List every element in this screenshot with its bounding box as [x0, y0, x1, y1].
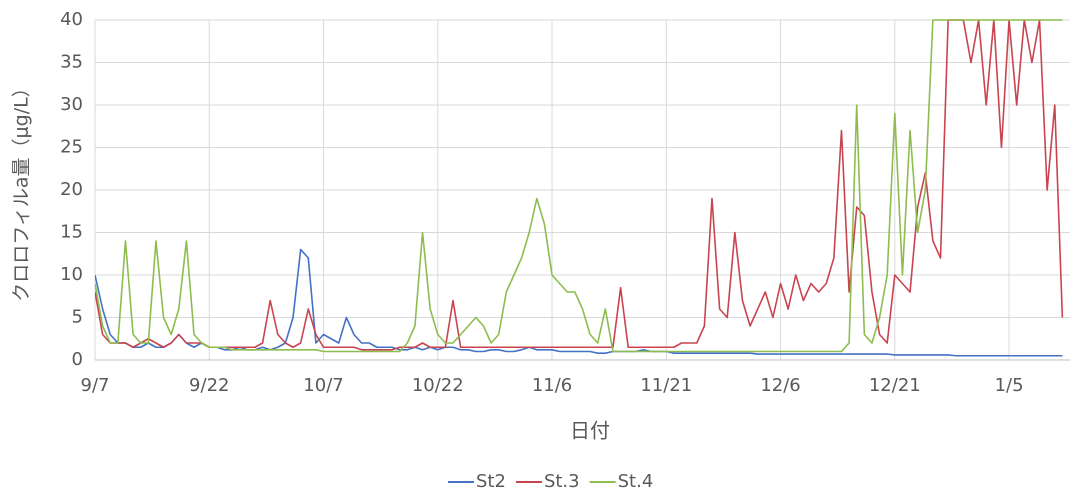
x-tick-label: 11/21	[640, 375, 692, 396]
legend-label: St2	[476, 471, 506, 492]
y-tick-label: 30	[60, 94, 83, 115]
y-axis-title: クロロフィルa量（μg/L）	[11, 78, 33, 301]
x-axis-title: 日付	[570, 419, 610, 443]
y-tick-label: 35	[60, 52, 83, 73]
x-tick-label: 12/21	[869, 375, 921, 396]
plot-area	[95, 19, 1064, 357]
x-tick-label: 9/7	[81, 375, 110, 396]
y-tick-label: 5	[72, 307, 83, 328]
legend-label: St.3	[544, 471, 580, 492]
x-tick-label: 1/5	[995, 375, 1024, 396]
y-tick-label: 0	[72, 349, 83, 370]
y-tick-label: 20	[60, 179, 83, 200]
y-tick-label: 15	[60, 222, 83, 243]
y-tick-label: 25	[60, 137, 83, 158]
x-tick-label: 10/22	[412, 375, 464, 396]
x-tick-label: 9/22	[189, 375, 229, 396]
y-tick-label: 40	[60, 9, 83, 30]
series-line	[95, 19, 1063, 353]
series-line	[95, 19, 1064, 351]
y-tick-label: 10	[60, 264, 83, 285]
series-line	[95, 248, 1063, 357]
x-tick-label: 10/7	[303, 375, 343, 396]
x-tick-label: 11/6	[532, 375, 572, 396]
legend-label: St.4	[618, 471, 654, 492]
x-tick-label: 12/6	[760, 375, 800, 396]
